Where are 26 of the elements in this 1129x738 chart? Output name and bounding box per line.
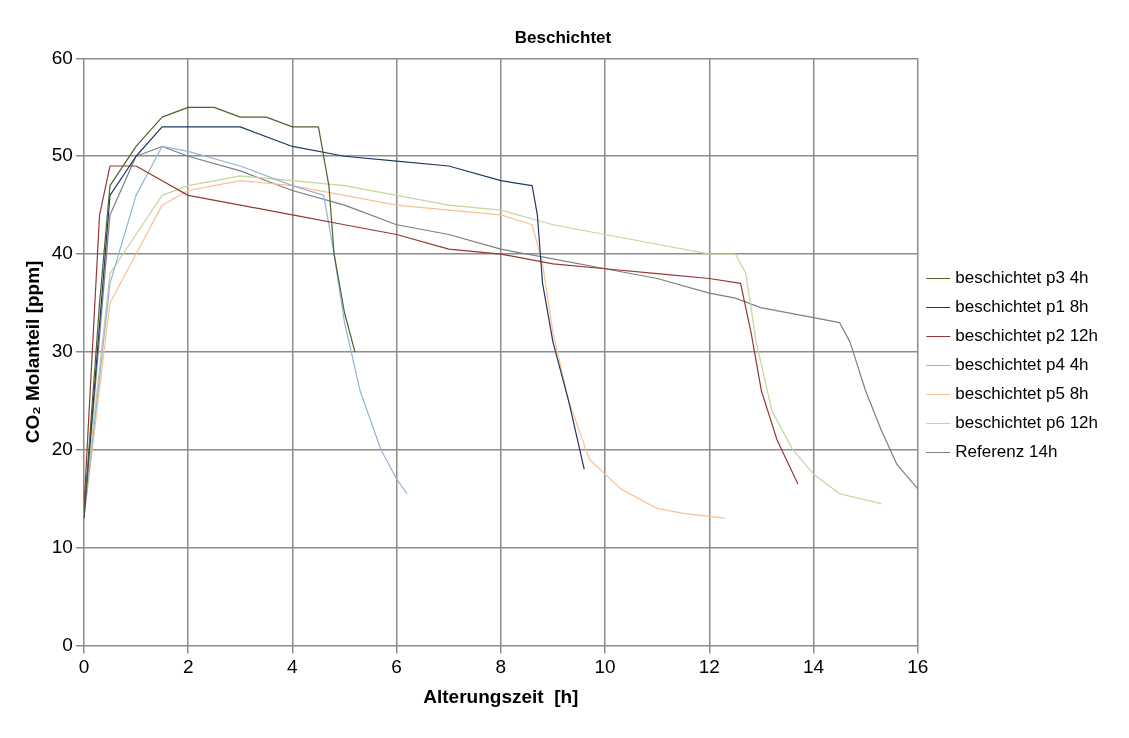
legend-label: beschichtet p6 12h	[955, 413, 1098, 433]
y-tick-label: 0	[62, 633, 73, 655]
legend-label: beschichtet p4 4h	[955, 355, 1089, 375]
x-tick-label: 12	[698, 656, 720, 678]
x-tick-label: 10	[594, 656, 616, 678]
legend-label: beschichtet p2 12h	[955, 326, 1098, 346]
x-axis-title: Alterungszeit [h]	[423, 685, 579, 707]
x-tick-label: 14	[802, 656, 825, 678]
y-tick-label: 10	[51, 535, 73, 557]
x-tick-label: 16	[907, 656, 929, 678]
chart-title: Beschichtet	[514, 27, 612, 47]
x-tick-label: 6	[391, 656, 402, 678]
y-tick-label: 30	[51, 340, 73, 362]
x-tick-label: 4	[287, 656, 299, 678]
legend-label: beschichtet p5 8h	[955, 384, 1089, 404]
y-tick-label: 20	[51, 437, 73, 459]
y-tick-label: 60	[51, 46, 73, 68]
y-tick-label: 40	[51, 242, 73, 264]
legend-label: beschichtet p3 4h	[955, 268, 1089, 288]
legend-label: beschichtet p1 8h	[955, 297, 1089, 317]
x-tick-label: 2	[182, 656, 194, 678]
y-tick-label: 50	[51, 144, 73, 166]
x-tick-label: 8	[495, 656, 507, 678]
legend-label: Referenz 14h	[955, 442, 1058, 462]
y-axis-title: CO₂ Molanteil [ppm]	[21, 260, 43, 444]
x-tick-label: 0	[78, 656, 90, 678]
